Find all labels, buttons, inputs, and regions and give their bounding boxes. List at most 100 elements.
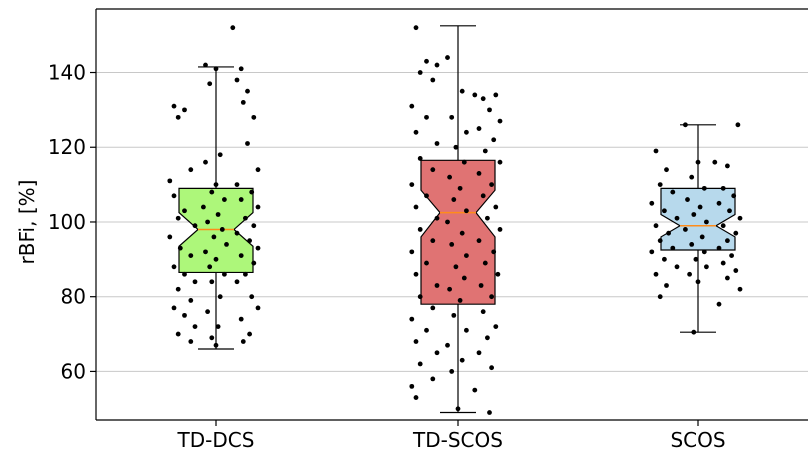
data-point [256,167,261,172]
data-point [178,246,183,251]
data-point [445,220,450,225]
x-tick-label: TD-DCS [177,428,255,449]
data-point [654,272,659,277]
data-point [664,167,669,172]
data-point [449,369,454,374]
data-point [203,63,208,68]
data-point [409,317,414,322]
data-point [414,339,419,344]
data-point [725,238,730,243]
data-point [430,238,435,243]
data-point [702,186,707,191]
data-point [214,182,219,187]
data-point [214,66,219,71]
data-point [201,205,206,210]
data-point [167,178,172,183]
data-point [729,253,734,258]
data-point [670,246,675,251]
data-point [218,294,223,299]
data-point [209,335,214,340]
data-point [424,115,429,120]
data-point [209,190,214,195]
data-point [451,313,456,318]
data-point [698,205,703,210]
data-point [188,167,193,172]
data-point [222,272,227,277]
data-point [460,89,465,94]
data-point [666,231,671,236]
data-point [738,216,743,221]
data-point [483,149,488,154]
data-point [460,231,465,236]
data-point [247,238,252,243]
data-point [496,272,501,277]
data-point [738,287,743,292]
data-point [477,238,482,243]
data-point [649,249,654,254]
data-point [435,63,440,68]
data-point [675,216,680,221]
data-point [704,264,709,269]
data-point [182,107,187,112]
data-point [498,119,503,124]
data-point [414,272,419,277]
data-point [239,317,244,322]
x-tick-label: SCOS [670,428,725,449]
data-point [414,130,419,135]
data-point [239,253,244,258]
y-tick-label: 120 [48,135,86,159]
data-point [664,283,669,288]
data-point [454,145,459,150]
data-point [456,406,461,411]
data-point [477,350,482,355]
data-point [445,55,450,60]
data-point [235,231,240,236]
data-point [481,193,486,198]
data-point [188,339,193,344]
data-point [727,208,732,213]
data-point [205,220,210,225]
data-point [435,216,440,221]
y-tick-label: 80 [61,285,86,309]
data-point [430,78,435,83]
data-point [207,81,212,86]
data-point [485,335,490,340]
data-point [188,253,193,258]
data-point [449,242,454,247]
boxes [179,26,735,413]
data-point [498,160,503,165]
data-point [176,332,181,337]
data-point [214,343,219,348]
data-point [256,205,261,210]
data-point [430,306,435,311]
data-point [205,309,210,314]
data-point [418,227,423,232]
data-point [214,257,219,262]
data-point [689,175,694,180]
data-point [216,324,221,329]
data-point [251,261,256,266]
data-point [256,246,261,251]
data-point [424,261,429,266]
data-point [243,216,248,221]
data-point [458,186,463,191]
data-point [239,66,244,71]
data-point [712,160,717,165]
data-point [409,384,414,389]
data-point [458,298,463,303]
data-point [209,279,214,284]
data-point [493,93,498,98]
y-tick-label: 140 [48,61,86,85]
data-point [485,216,490,221]
data-point [717,302,722,307]
data-point [489,182,494,187]
data-point [249,190,254,195]
data-point [702,249,707,254]
data-point [251,115,256,120]
data-point [658,294,663,299]
data-point [172,193,177,198]
data-point [658,182,663,187]
data-point [449,115,454,120]
data-point [430,167,435,172]
